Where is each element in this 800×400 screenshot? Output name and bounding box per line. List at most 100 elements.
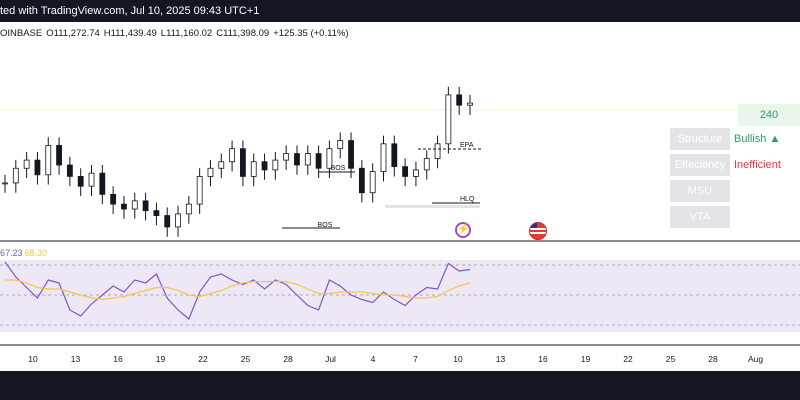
candle-body: [326, 148, 333, 169]
candle-body: [402, 166, 409, 177]
candle-body: [99, 172, 106, 195]
candle-body: [229, 148, 235, 163]
ohlc-legend: OINBASE O111,272.74 H111,439.49 L111,160.02…: [0, 28, 353, 39]
table-row-msu: MSU: [670, 180, 800, 202]
candle-body: [121, 203, 127, 210]
us-flag-icon[interactable]: [529, 222, 547, 240]
x-tick-label: 19: [581, 354, 591, 364]
candle-body: [456, 94, 463, 106]
hlq-label: HLQ: [460, 196, 475, 203]
rsi-ma-value: 68.30: [24, 248, 48, 258]
candle-body: [66, 164, 73, 177]
candle-body: [240, 148, 246, 177]
table-row-structure: Structure Bullish ▲: [670, 128, 800, 150]
rsi-ma-line: [5, 279, 471, 301]
exchange-name: OINBASE: [0, 28, 43, 39]
candle-body: [196, 176, 203, 205]
candle-body: [164, 215, 171, 228]
candle-body: [315, 153, 322, 169]
chart-grid: [0, 109, 800, 346]
candle-body: [23, 159, 30, 169]
structure-label: Structure: [670, 128, 730, 150]
candle-body: [12, 167, 19, 184]
candle-body: [423, 158, 430, 171]
efficiency-label: Effeciency: [670, 154, 730, 176]
candle-body: [467, 102, 473, 106]
attribution-bar: ted with TradingView.com, Jul 10, 2025 0…: [0, 0, 800, 22]
candle-body: [283, 153, 290, 161]
x-tick-label: 16: [113, 354, 123, 364]
rsi-line: [4, 261, 471, 320]
x-tick-label: 25: [666, 354, 676, 364]
candle-body: [445, 94, 452, 145]
candle-body: [88, 172, 95, 187]
close-value: C111,398.09: [216, 28, 270, 39]
candle-body: [250, 161, 257, 177]
open-value: O111,272.74: [46, 28, 100, 39]
efficiency-value: Inefficient: [734, 159, 781, 171]
x-tick-label: 10: [453, 354, 463, 364]
candle-body: [272, 159, 279, 171]
structure-value: Bullish ▲: [734, 133, 781, 145]
x-tick-label: Aug: [748, 354, 763, 364]
x-tick-label: 13: [496, 354, 506, 364]
candle-body: [2, 182, 8, 185]
event-icon[interactable]: ⚡: [455, 222, 471, 238]
msu-label: MSU: [670, 180, 730, 202]
attribution-text: ted with TradingView.com, Jul 10, 2025 0…: [0, 5, 260, 17]
price-label-text: 240: [759, 109, 779, 121]
candle-body: [304, 153, 311, 166]
candles-layer: [2, 86, 473, 237]
x-axis: 10 13 16 19 22 25 28 Jul 4 7 10 13 16 19 22 25 28 Aug: [28, 354, 763, 364]
status-table: Structure Bullish ▲ Effeciency Inefficie…: [670, 128, 800, 232]
candle-body: [34, 159, 41, 176]
low-value: L111,160.02: [160, 28, 213, 39]
candle-body: [185, 203, 192, 215]
price-chart[interactable]: BOS BOS EPA HLQ 10 13 16 19 22 25 28 Jul 4 7 10 13 16 19…: [0, 0, 800, 371]
high-value: H111,439.49: [103, 28, 157, 39]
candle-body: [434, 143, 441, 159]
rsi-pane: [0, 260, 800, 332]
candle-body: [358, 167, 365, 194]
table-row-vta: VTA: [670, 206, 800, 228]
candle-body: [391, 143, 398, 168]
overlays-layer: BOS BOS EPA HLQ: [282, 142, 482, 229]
x-tick-label: 28: [283, 354, 293, 364]
x-tick-label: Jul: [325, 354, 336, 364]
vta-label: VTA: [670, 206, 730, 228]
candle-body: [110, 193, 117, 205]
table-row-efficiency: Effeciency Inefficient: [670, 154, 800, 176]
candle-body: [45, 145, 52, 176]
bos-label-upper: BOS: [331, 165, 346, 172]
candle-body: [294, 153, 300, 166]
x-tick-label: 16: [538, 354, 548, 364]
x-tick-label: 10: [28, 354, 38, 364]
candle-body: [369, 171, 376, 194]
x-tick-label: 22: [623, 354, 633, 364]
candle-body: [261, 161, 268, 171]
liquidity-zone: [385, 205, 480, 208]
candle-body: [337, 140, 344, 150]
candle-body: [153, 210, 160, 216]
candle-body: [175, 213, 181, 228]
candle-body: [77, 176, 84, 187]
candle-body: [218, 161, 225, 169]
candle-body: [131, 200, 138, 210]
x-tick-label: 28: [708, 354, 718, 364]
bos-label-lower: BOS: [318, 222, 333, 229]
candle-body: [56, 145, 62, 166]
rsi-legend: 67.23 68.30: [0, 248, 47, 258]
x-tick-label: 25: [241, 354, 251, 364]
candle-body: [380, 143, 387, 172]
x-tick-label: 22: [198, 354, 208, 364]
change-value: +125.35 (+0.11%): [273, 28, 349, 39]
x-tick-label: 7: [413, 354, 418, 364]
epa-label: EPA: [460, 142, 474, 149]
rsi-value: 67.23: [0, 248, 23, 258]
candle-body: [348, 140, 354, 169]
x-tick-label: 13: [71, 354, 81, 364]
price-label-box: 240: [738, 104, 800, 126]
x-tick-label: 19: [156, 354, 166, 364]
bottom-bar: [0, 371, 800, 400]
x-tick-label: 4: [371, 354, 376, 364]
